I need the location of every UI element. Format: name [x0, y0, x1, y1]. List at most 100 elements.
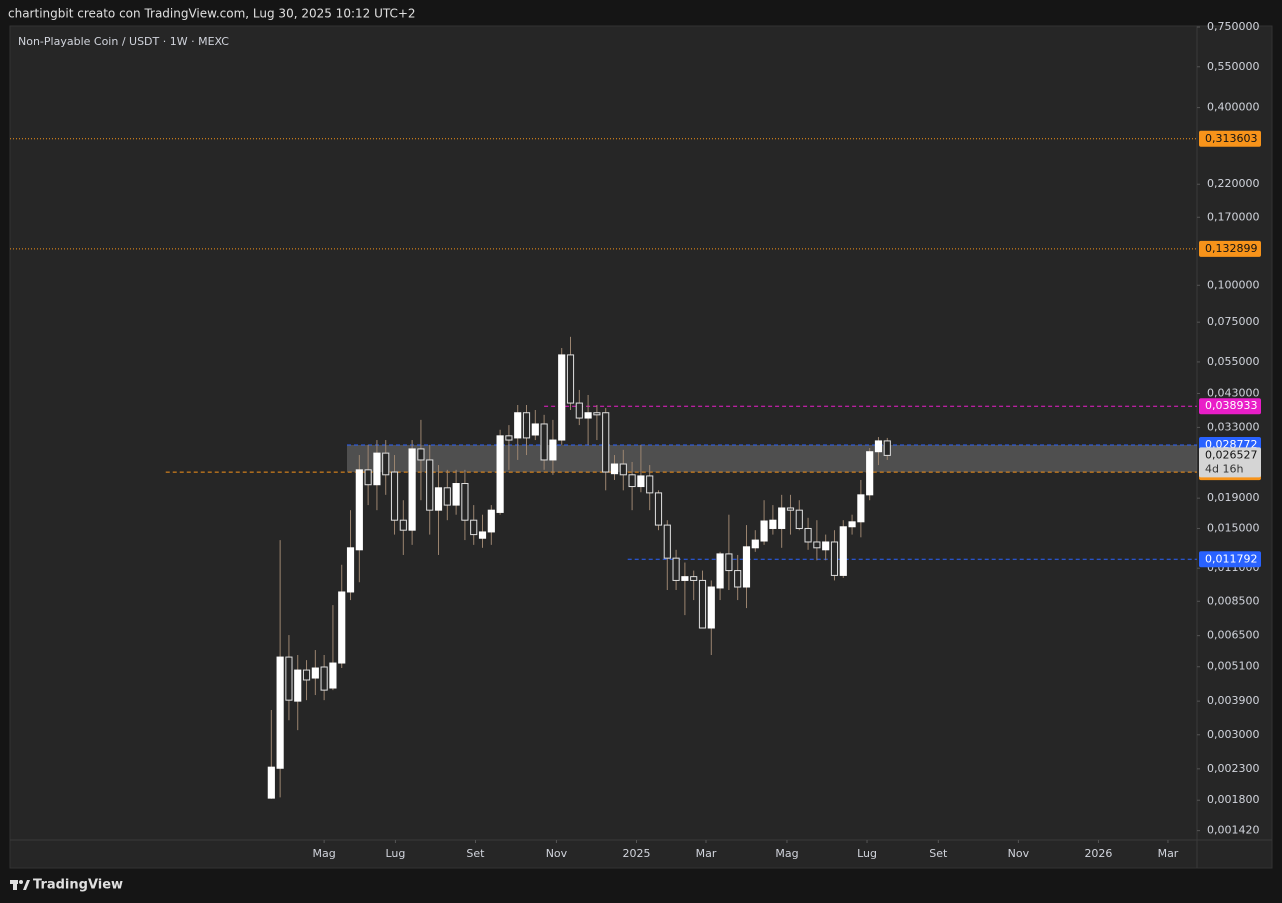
candle-body — [778, 507, 786, 529]
y-tick-label: 0,055000 — [1207, 355, 1260, 368]
x-tick-label: Nov — [546, 847, 568, 860]
candle-body — [874, 440, 883, 453]
y-tick-label: 0,100000 — [1207, 278, 1260, 291]
x-tick-label: Mar — [1158, 847, 1179, 860]
candle-body — [716, 553, 724, 589]
candle-body — [443, 487, 451, 506]
y-tick-label: 0,015000 — [1207, 521, 1260, 534]
candle-body — [619, 463, 627, 476]
header: chartingbit creato con TradingView.com, … — [8, 7, 416, 21]
candle-body — [522, 412, 531, 439]
candle-body — [346, 547, 355, 593]
candle-body — [294, 669, 302, 702]
candle-body — [276, 656, 284, 769]
price-line-label: 0,038933 — [1205, 399, 1258, 412]
y-tick-label: 0,006500 — [1207, 629, 1260, 642]
candle-body — [725, 553, 733, 572]
candle-body — [769, 519, 777, 529]
x-tick-label: Mar — [696, 847, 717, 860]
candle-body — [690, 576, 698, 581]
last-price-label: 0,026527 — [1205, 448, 1258, 461]
candle-body — [285, 656, 293, 701]
candle-body — [760, 520, 768, 542]
candle-body — [654, 492, 663, 526]
candle-body — [505, 435, 513, 441]
price-line-label-box — [1199, 398, 1261, 415]
y-tick-label: 0,750000 — [1207, 20, 1260, 33]
x-tick-label: Mag — [313, 847, 336, 860]
candle-body — [786, 507, 795, 511]
candle-body — [646, 475, 654, 494]
candle-body — [329, 662, 337, 689]
candle-body — [742, 546, 751, 588]
candle-body — [302, 669, 311, 681]
candle-body — [461, 483, 469, 521]
candle-body — [417, 448, 425, 461]
candle-body — [382, 452, 390, 476]
zone — [347, 444, 1197, 473]
candle-body — [637, 475, 645, 488]
candle-body — [575, 402, 583, 419]
candle-body — [848, 521, 856, 528]
candle-body — [681, 576, 689, 581]
candle-body — [434, 487, 443, 511]
candle-body — [857, 494, 865, 523]
candle-body — [707, 586, 715, 629]
candle-body — [628, 474, 636, 488]
y-tick-label: 0,003000 — [1207, 728, 1260, 741]
candle-body — [531, 423, 539, 436]
x-tick-label: 2026 — [1084, 847, 1112, 860]
y-tick-label: 0,001420 — [1207, 824, 1260, 837]
candle-body — [558, 354, 566, 441]
candle-body — [311, 667, 319, 679]
candle-body — [602, 412, 610, 473]
price-line-label-box — [1199, 551, 1261, 568]
x-tick-label: 2025 — [622, 847, 650, 860]
x-tick-label: Mag — [775, 847, 798, 860]
y-tick-label: 0,002300 — [1207, 762, 1260, 775]
x-tick-label: Nov — [1008, 847, 1030, 860]
last-price-box — [1199, 447, 1261, 478]
candle-body — [364, 469, 372, 486]
price-line-label: 0,011792 — [1205, 552, 1258, 565]
y-tick-label: 0,019000 — [1207, 491, 1260, 504]
axis: 0,750000 0,550000 0,400000 0,220000 0,170000… — [313, 20, 1261, 860]
candle-body — [549, 439, 557, 461]
x-tick-label: Set — [466, 847, 485, 860]
candle-body — [795, 509, 803, 529]
x-tick-label: Lug — [385, 847, 405, 860]
candle-body — [478, 531, 487, 539]
y-tick-label: 0,075000 — [1207, 315, 1260, 328]
candle-body — [698, 579, 707, 629]
y-tick-label: 0,008500 — [1207, 594, 1260, 607]
y-tick-label: 0,005100 — [1207, 660, 1260, 673]
candle-body — [355, 469, 363, 551]
candle-body — [338, 591, 346, 664]
candle-body — [426, 459, 434, 511]
price-line-label: 0,132899 — [1205, 242, 1258, 255]
countdown: 4d 16h — [1205, 462, 1243, 475]
candle-body — [734, 570, 742, 588]
candle-body — [672, 557, 680, 581]
candle-body — [514, 412, 522, 439]
candle-body — [408, 448, 416, 531]
candle-body — [813, 541, 821, 549]
candle-body — [883, 440, 891, 456]
candle-body — [866, 451, 874, 496]
y-tick-label: 0,220000 — [1207, 177, 1260, 190]
x-tick-label: Set — [929, 847, 948, 860]
footer-brand: TradingView — [33, 878, 123, 893]
candle-body — [663, 524, 671, 559]
candle-body — [470, 519, 478, 536]
y-tick-label: 0,003900 — [1207, 694, 1260, 707]
price-line-label-box — [1199, 240, 1261, 257]
y-tick-label: 0,400000 — [1207, 101, 1260, 114]
price-line-label-box — [1199, 130, 1261, 147]
legend: Non-Playable Coin / USDT · 1W · MEXC — [18, 35, 229, 48]
candle-body — [830, 541, 839, 576]
x-tick-label: Lug — [857, 847, 877, 860]
plot — [10, 138, 1197, 799]
candle-body — [751, 539, 759, 549]
candle-body — [496, 435, 504, 513]
